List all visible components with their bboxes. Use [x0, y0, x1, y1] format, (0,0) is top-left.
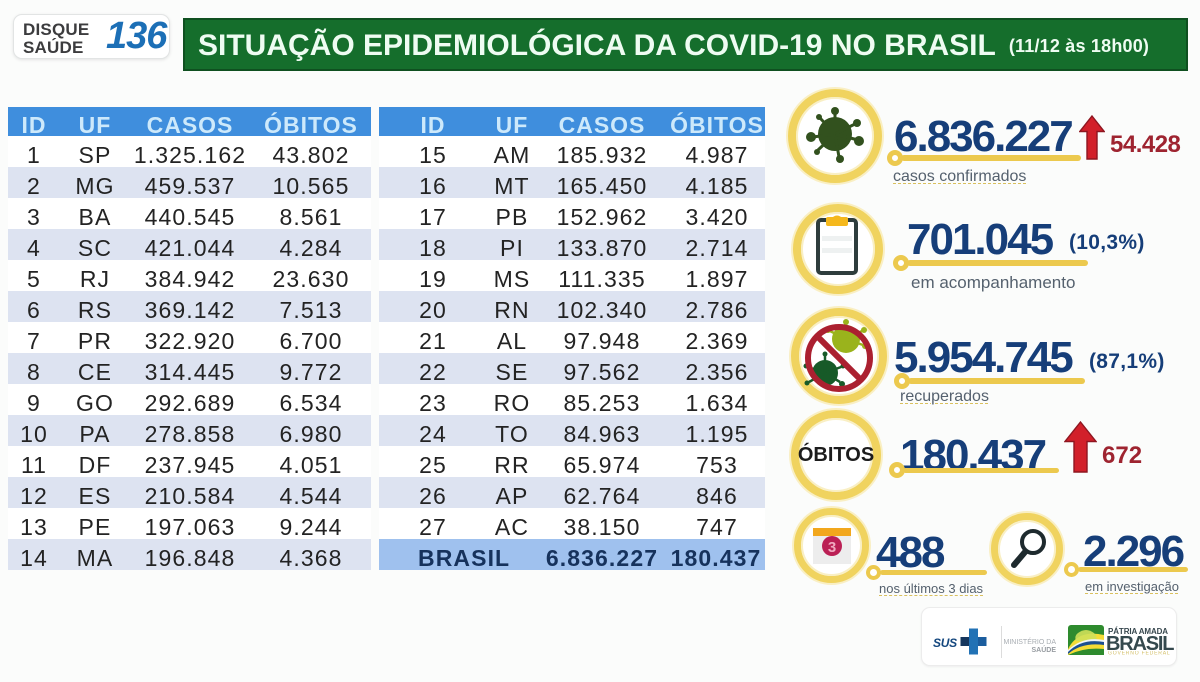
svg-text:3: 3 — [828, 539, 836, 556]
